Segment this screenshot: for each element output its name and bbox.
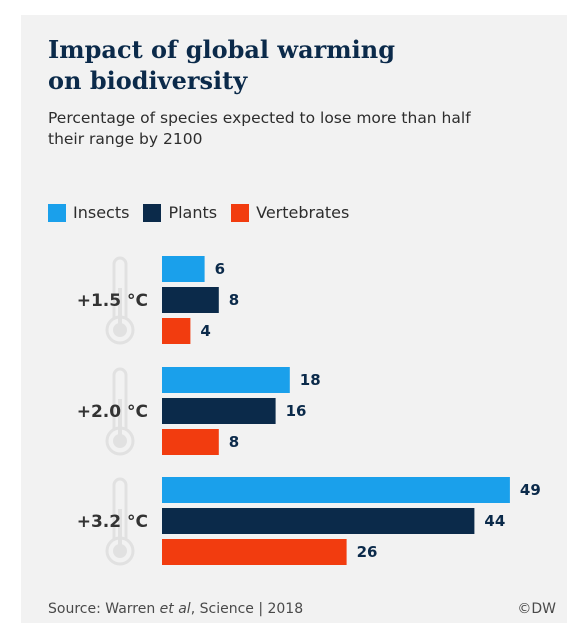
bar-vertebrates xyxy=(162,318,190,344)
bar-plants xyxy=(162,508,474,534)
source-italic: et al xyxy=(160,601,191,617)
bar-insects xyxy=(162,367,290,393)
value-label: 26 xyxy=(357,543,378,561)
value-label: 8 xyxy=(229,433,239,451)
bar-vertebrates xyxy=(162,539,347,565)
category-label: +1.5 °C xyxy=(77,291,148,311)
bar-insects xyxy=(162,477,510,503)
source-note: Source: Warren et al, Science | 2018 xyxy=(48,601,303,617)
category-label: +2.0 °C xyxy=(77,402,148,422)
value-label: 6 xyxy=(215,260,225,278)
value-label: 49 xyxy=(520,481,541,499)
value-label: 4 xyxy=(200,322,210,340)
bar-plants xyxy=(162,398,276,424)
value-label: 8 xyxy=(229,291,239,309)
source-suffix: , Science | 2018 xyxy=(191,601,303,617)
source-prefix: Source: Warren xyxy=(48,601,160,617)
bar-plants xyxy=(162,287,219,313)
category-label: +3.2 °C xyxy=(77,512,148,532)
value-label: 18 xyxy=(300,371,321,389)
value-label: 44 xyxy=(484,512,505,530)
bar-vertebrates xyxy=(162,429,219,455)
bar-insects xyxy=(162,256,205,282)
dw-credit: ©DW xyxy=(517,601,556,617)
value-label: 16 xyxy=(286,402,307,420)
